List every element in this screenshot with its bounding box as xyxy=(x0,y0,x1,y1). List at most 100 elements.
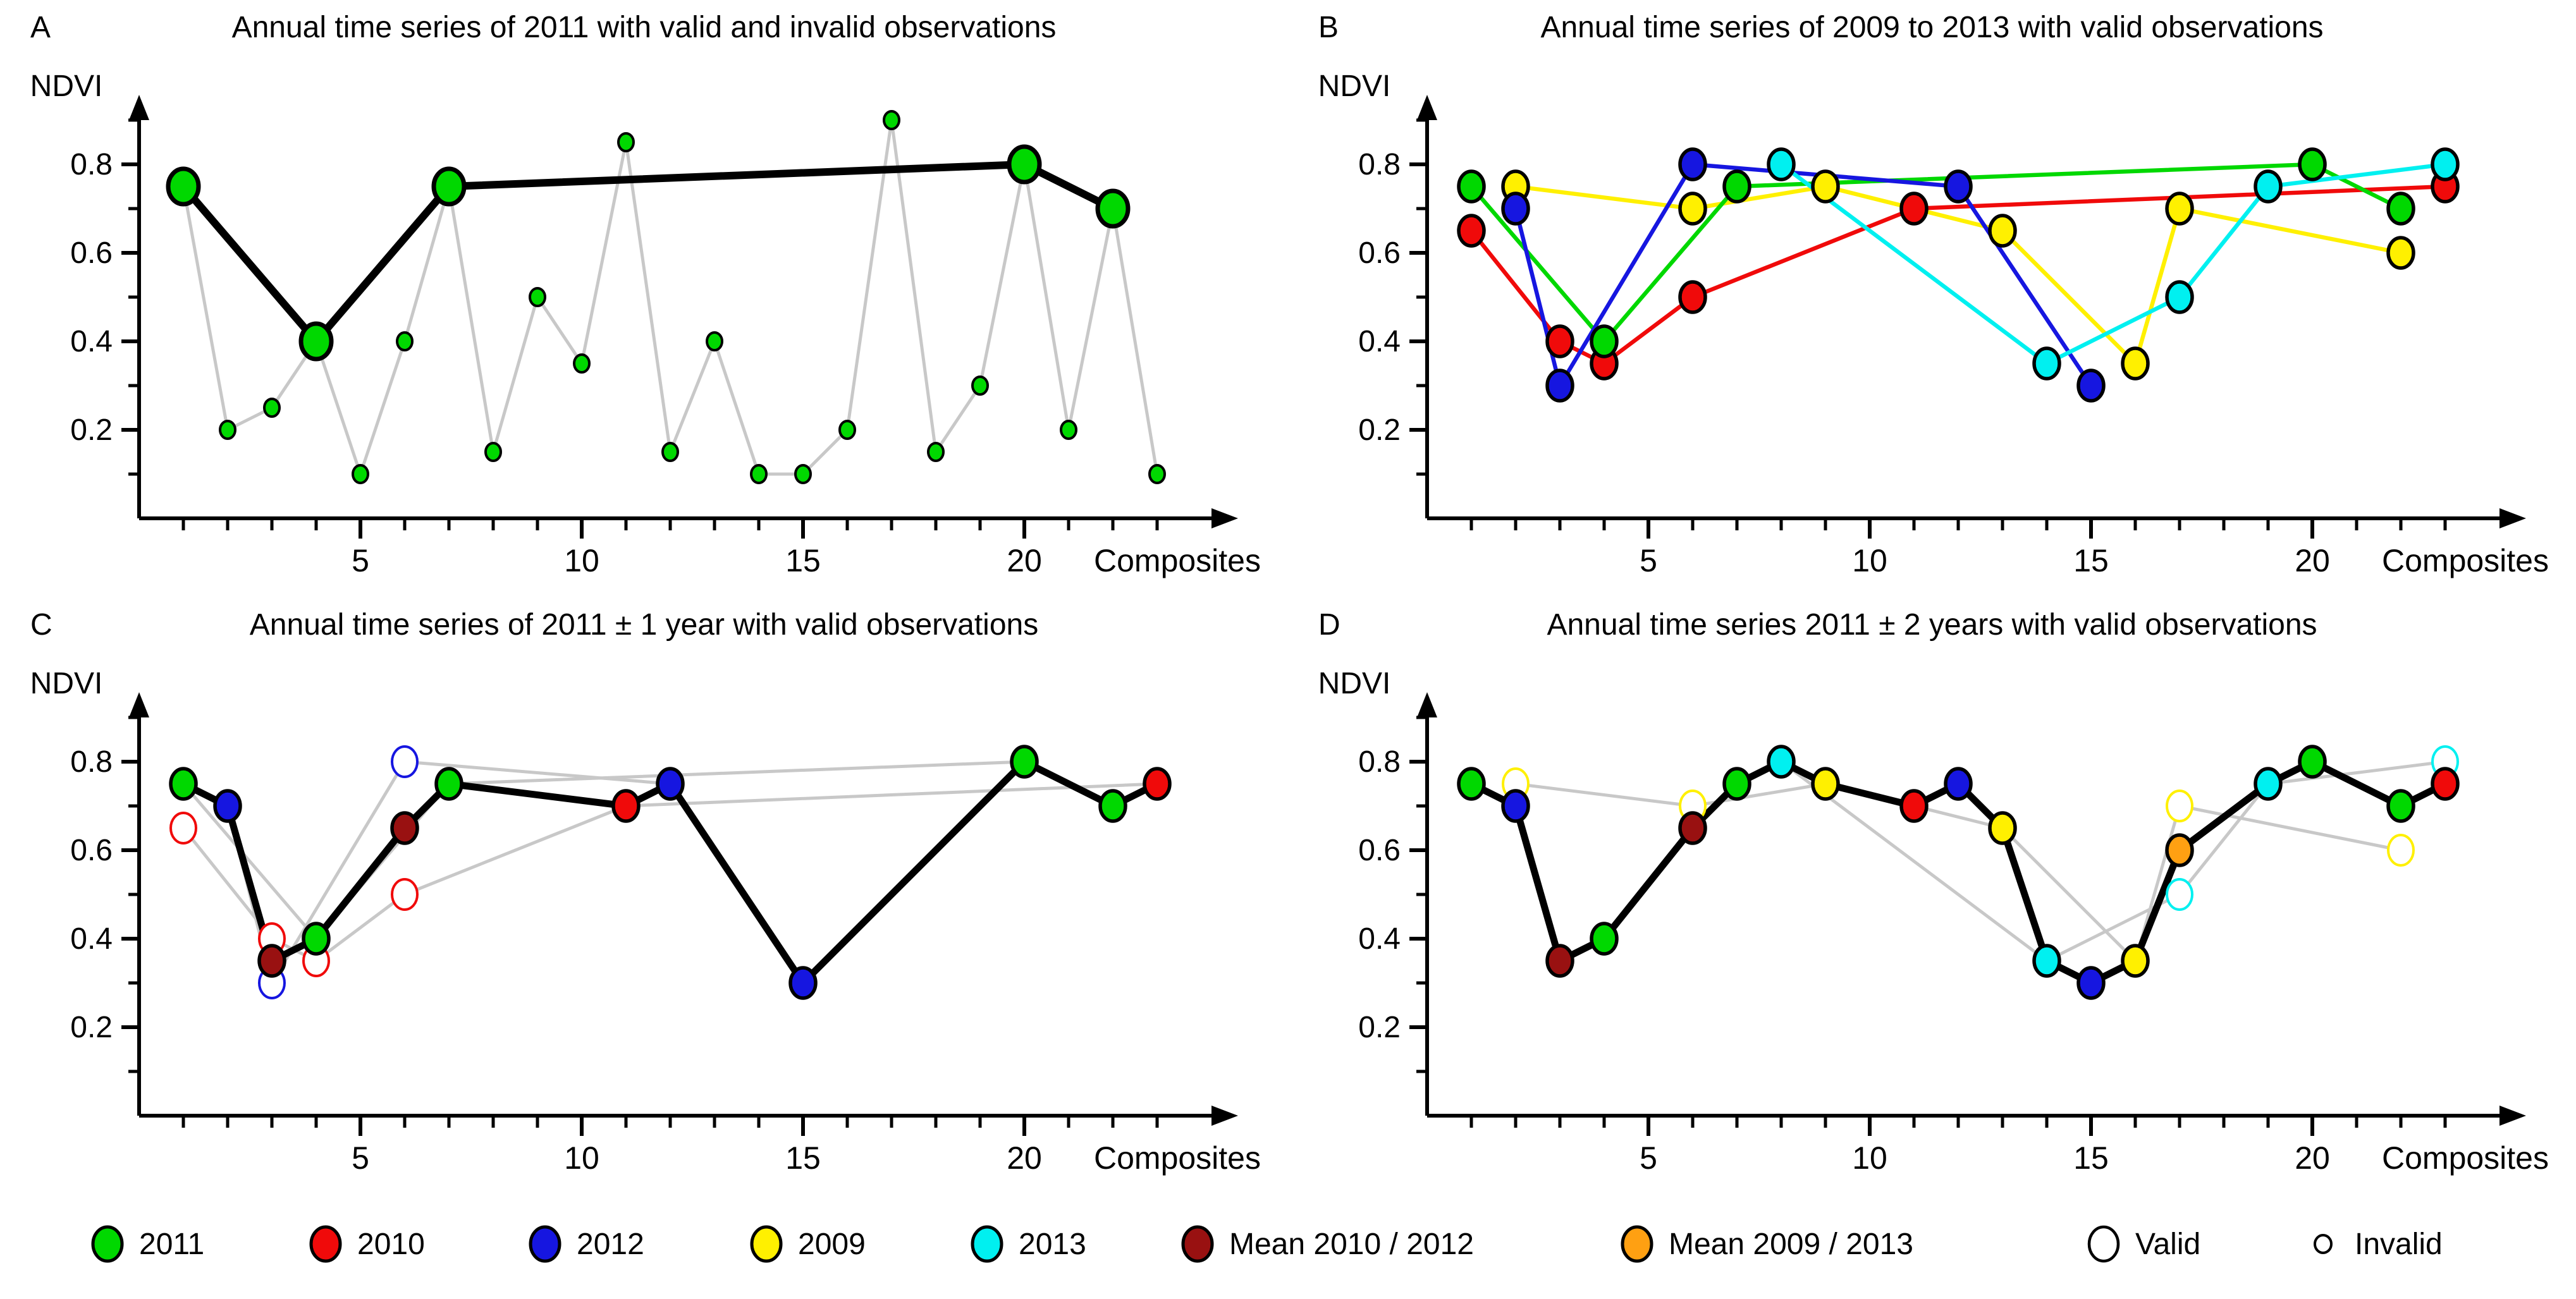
legend-marker-2013 xyxy=(971,1225,1003,1263)
y-tick-label: 0.2 xyxy=(1358,413,1401,447)
x-tick-label: 20 xyxy=(2295,543,2330,578)
data-point-series-2012 xyxy=(1944,169,1973,204)
x-tick-label: 10 xyxy=(1852,543,1887,578)
data-point-series-2010 xyxy=(1899,192,1929,226)
data-point-filled xyxy=(2386,789,2415,823)
y-tick-label: 0.6 xyxy=(70,236,113,270)
legend-marker-2009 xyxy=(750,1225,783,1263)
data-point-filled xyxy=(1899,789,1929,823)
data-point-invalid-small xyxy=(971,375,989,396)
y-axis-arrow xyxy=(1417,95,1437,120)
data-point-filled xyxy=(1767,745,1796,779)
panel-letter-b: B xyxy=(1318,11,1339,44)
y-tick-label: 0.4 xyxy=(1358,325,1401,358)
panel-letter-d: D xyxy=(1318,608,1340,642)
series-line-trajectory-2013 xyxy=(1779,760,2447,963)
panel-letter-c: C xyxy=(30,608,52,642)
legend-marker-Mean 2010 / 2012 xyxy=(1181,1225,1214,1263)
data-point-filled xyxy=(1501,789,1530,823)
data-point-filled xyxy=(2165,833,2194,867)
data-point-filled xyxy=(1098,789,1127,823)
panel-title-c: Annual time series of 2011 ± 1 year with… xyxy=(249,608,1039,642)
data-point-invalid-small xyxy=(883,110,900,130)
data-point-filled xyxy=(390,811,419,845)
data-point-invalid-small xyxy=(706,331,723,351)
data-point-series-2012 xyxy=(1678,147,1707,181)
data-point-open xyxy=(2166,878,2193,911)
panel-b: 0.2 0.4 0.6 0.8 5 10 15 20 NDVI Composites B Annu… xyxy=(1288,0,2576,597)
x-axis-label: Composites xyxy=(2382,543,2549,578)
x-tick-label: 5 xyxy=(1640,543,1657,578)
data-point-series-2013 xyxy=(1767,147,1796,181)
panel-c: 0.2 0.4 0.6 0.8 5 10 15 20 NDVI Composites C Annu… xyxy=(0,597,1288,1195)
series-line-valid-observations-2011 xyxy=(180,161,1117,345)
data-point-invalid-small xyxy=(396,331,414,351)
data-point-series-2012 xyxy=(2076,369,2106,403)
legend-chart: 2011 2010 2012 2009 2013 Mean 2010 / 2012 Mean… xyxy=(91,1225,2443,1263)
data-point-filled xyxy=(2254,767,2283,801)
bottom-row: 0.2 0.4 0.6 0.8 5 10 15 20 NDVI Composites C Annu… xyxy=(0,597,2576,1195)
data-point-filled xyxy=(213,789,242,823)
data-point-series-2011 xyxy=(2386,192,2415,226)
y-tick-label: 0.6 xyxy=(70,834,113,867)
panel-d: 0.2 0.4 0.6 0.8 5 10 15 20 NDVI Composites D Annu… xyxy=(1288,597,2576,1195)
legend-marker-2011 xyxy=(91,1225,124,1263)
data-point-valid-large xyxy=(1095,188,1131,229)
data-point-filled xyxy=(2076,966,2106,1000)
data-point-series-2009 xyxy=(1988,214,2017,248)
x-tick-label: 15 xyxy=(2073,1140,2109,1176)
data-point-filled xyxy=(656,767,685,801)
data-point-filled xyxy=(169,767,198,801)
y-tick-label: 0.4 xyxy=(1358,922,1401,956)
data-point-open xyxy=(2166,790,2193,822)
data-point-invalid-small xyxy=(573,353,591,374)
data-point-filled xyxy=(1678,811,1707,845)
x-axis-arrow xyxy=(2499,1106,2526,1126)
data-point-series-2012 xyxy=(1545,369,1574,403)
data-point-filled xyxy=(1457,767,1486,801)
legend-label: 2011 xyxy=(139,1228,204,1261)
data-point-filled xyxy=(2298,745,2327,779)
data-point-open xyxy=(391,745,419,778)
x-tick-label: 20 xyxy=(1007,543,1042,578)
y-axis-arrow xyxy=(129,95,149,120)
x-tick-label: 10 xyxy=(564,1140,599,1176)
y-axis-label: NDVI xyxy=(30,667,103,700)
x-axis-label: Composites xyxy=(2382,1140,2549,1176)
y-tick-label: 0.2 xyxy=(70,1011,113,1044)
data-point-series-2011 xyxy=(1722,169,1751,204)
panel-letter-a: A xyxy=(30,11,51,44)
data-point-filled xyxy=(2431,767,2460,801)
x-axis-arrow xyxy=(2499,508,2526,528)
y-tick-label: 0.8 xyxy=(70,148,113,181)
data-point-filled xyxy=(1143,767,1172,801)
legend-label: Mean 2010 / 2012 xyxy=(1229,1228,1474,1261)
y-tick-label: 0.6 xyxy=(1358,834,1401,867)
data-point-series-2009 xyxy=(1811,169,1840,204)
data-point-invalid-small xyxy=(484,442,502,462)
data-point-series-2011 xyxy=(2298,147,2327,181)
data-point-open xyxy=(391,878,419,911)
y-tick-label: 0.2 xyxy=(70,413,113,447)
data-point-filled xyxy=(1988,811,2017,845)
data-point-valid-large xyxy=(431,166,467,207)
data-point-invalid-small xyxy=(1060,420,1077,440)
x-tick-label: 10 xyxy=(564,543,599,578)
panel-a: 0.2 0.4 0.6 0.8 5 10 15 20 NDVI Composites A Annu… xyxy=(0,0,1288,597)
data-point-invalid-small xyxy=(794,464,812,484)
data-point-series-2009 xyxy=(2121,346,2150,381)
data-point-series-2013 xyxy=(2254,169,2283,204)
series-line-series-2009 xyxy=(1513,184,2403,366)
y-axis-arrow xyxy=(1417,692,1437,717)
legend-label: Mean 2009 / 2013 xyxy=(1669,1228,1913,1261)
data-point-filled xyxy=(1811,767,1840,801)
legend-marker-2010 xyxy=(309,1225,342,1263)
data-point-valid-large xyxy=(1007,144,1042,185)
data-point-series-2012 xyxy=(1501,192,1530,226)
data-point-series-2009 xyxy=(2386,236,2415,270)
panel-title-a: Annual time series of 2011 with valid an… xyxy=(231,11,1057,44)
legend-marker-2012 xyxy=(529,1225,561,1263)
x-tick-label: 15 xyxy=(2073,543,2109,578)
y-axis-arrow xyxy=(129,692,149,717)
